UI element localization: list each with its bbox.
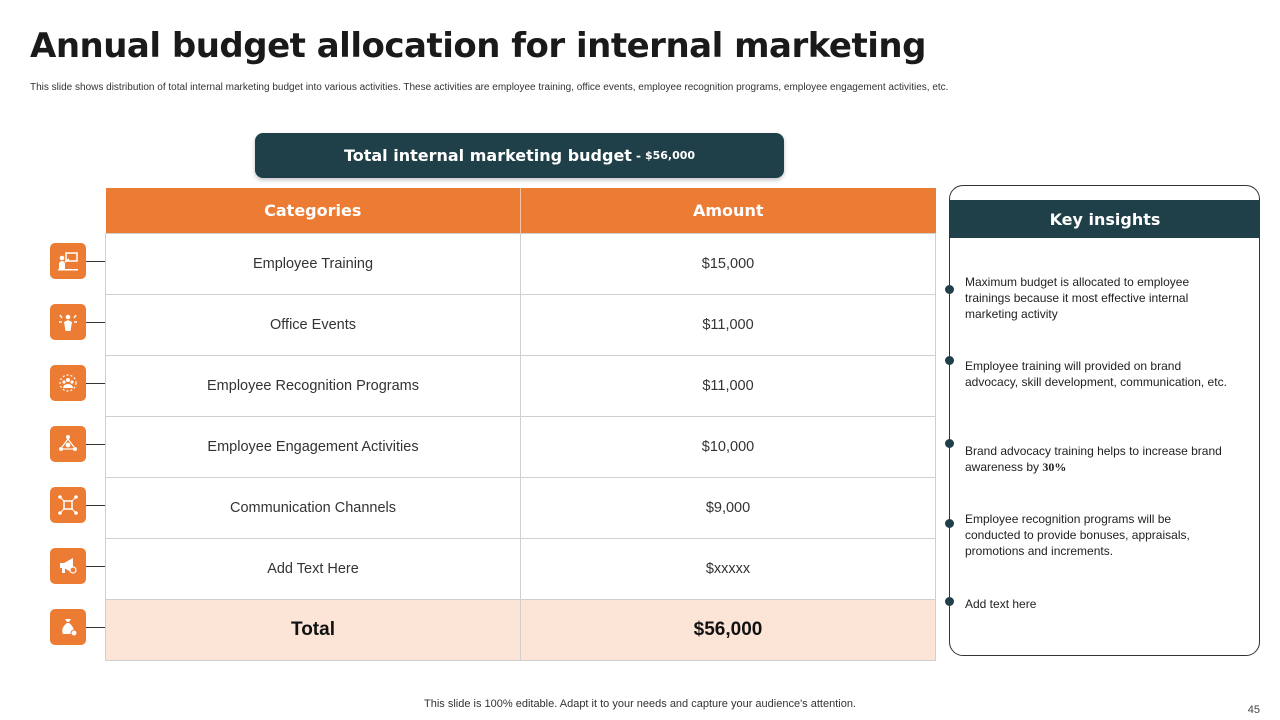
network-hub-icon <box>50 487 86 523</box>
slide-title: Annual budget allocation for internal ma… <box>30 26 926 66</box>
total-budget-banner: Total internal marketing budget - $56,00… <box>255 133 784 178</box>
bullet-dot <box>945 356 954 365</box>
amount-cell: $11,000 <box>520 294 936 356</box>
bullet-dot <box>945 439 954 448</box>
presentation-icon <box>50 243 86 279</box>
connector-line <box>86 383 105 384</box>
connector-line <box>86 444 105 445</box>
icon-row <box>50 365 106 401</box>
icon-row <box>50 548 106 584</box>
header-amount: Amount <box>520 188 936 234</box>
icon-row <box>50 426 106 462</box>
connector-line <box>86 566 105 567</box>
budget-table: Categories Amount Employee Training $15,… <box>105 188 936 661</box>
category-cell: Employee Recognition Programs <box>105 355 521 417</box>
insight-text: Employee training will provided on brand… <box>965 359 1227 389</box>
connector-line <box>86 322 105 323</box>
amount-cell: $xxxxx <box>520 538 936 600</box>
banner-separator: - <box>635 148 641 163</box>
table-row: Employee Engagement Activities $10,000 <box>105 416 936 478</box>
bullet-dot <box>945 285 954 294</box>
insight-text: Employee recognition programs will be co… <box>965 512 1190 558</box>
total-label: Total <box>105 599 521 661</box>
amount-cell: $10,000 <box>520 416 936 478</box>
connector-line <box>86 627 105 628</box>
insight-text: Maximum budget is allocated to employee … <box>965 275 1190 321</box>
banner-value: $56,000 <box>644 149 696 162</box>
bullet-dot <box>945 597 954 606</box>
total-amount: $56,000 <box>520 599 936 661</box>
table-row: Communication Channels $9,000 <box>105 477 936 539</box>
icon-row <box>50 609 106 645</box>
money-bag-icon <box>50 609 86 645</box>
table-row: Employee Training $15,000 <box>105 233 936 295</box>
key-insights-title: Key insights <box>950 200 1260 238</box>
amount-cell: $15,000 <box>520 233 936 295</box>
table-header-row: Categories Amount <box>105 188 936 234</box>
insight-highlight: 30% <box>1042 460 1067 474</box>
bullet-dot <box>945 519 954 528</box>
insight-text: Add text here <box>965 597 1037 611</box>
page-number: 45 <box>1247 704 1260 716</box>
table-row: Employee Recognition Programs $11,000 <box>105 355 936 417</box>
insight-item: Employee recognition programs will be co… <box>945 511 1227 559</box>
insight-item: Brand advocacy training helps to increas… <box>945 439 1227 475</box>
key-insights-panel: Key insights Maximum budget is allocated… <box>945 185 1260 656</box>
slide-subtitle: This slide shows distribution of total i… <box>30 82 949 93</box>
table-row: Office Events $11,000 <box>105 294 936 356</box>
banner-label: Total internal marketing budget <box>343 146 632 165</box>
amount-cell: $11,000 <box>520 355 936 417</box>
celebration-icon <box>50 304 86 340</box>
total-row: Total $56,000 <box>105 599 936 661</box>
category-cell: Office Events <box>105 294 521 356</box>
network-people-icon <box>50 426 86 462</box>
insight-item: Add text here <box>945 596 1227 612</box>
header-categories: Categories <box>105 188 521 234</box>
category-cell: Add Text Here <box>105 538 521 600</box>
icon-row <box>50 487 106 523</box>
insight-text: Brand advocacy training helps to increas… <box>965 444 1222 474</box>
amount-cell: $9,000 <box>520 477 936 539</box>
team-award-icon <box>50 365 86 401</box>
insight-item: Employee training will provided on brand… <box>945 356 1227 390</box>
connector-line <box>86 505 105 506</box>
category-cell: Communication Channels <box>105 477 521 539</box>
connector-line <box>86 261 105 262</box>
insight-item: Maximum budget is allocated to employee … <box>945 274 1227 322</box>
icon-row <box>50 304 106 340</box>
slide-footer: This slide is 100% editable. Adapt it to… <box>424 698 856 710</box>
category-cell: Employee Engagement Activities <box>105 416 521 478</box>
category-cell: Employee Training <box>105 233 521 295</box>
icon-row <box>50 243 106 279</box>
table-row: Add Text Here $xxxxx <box>105 538 936 600</box>
megaphone-icon <box>50 548 86 584</box>
